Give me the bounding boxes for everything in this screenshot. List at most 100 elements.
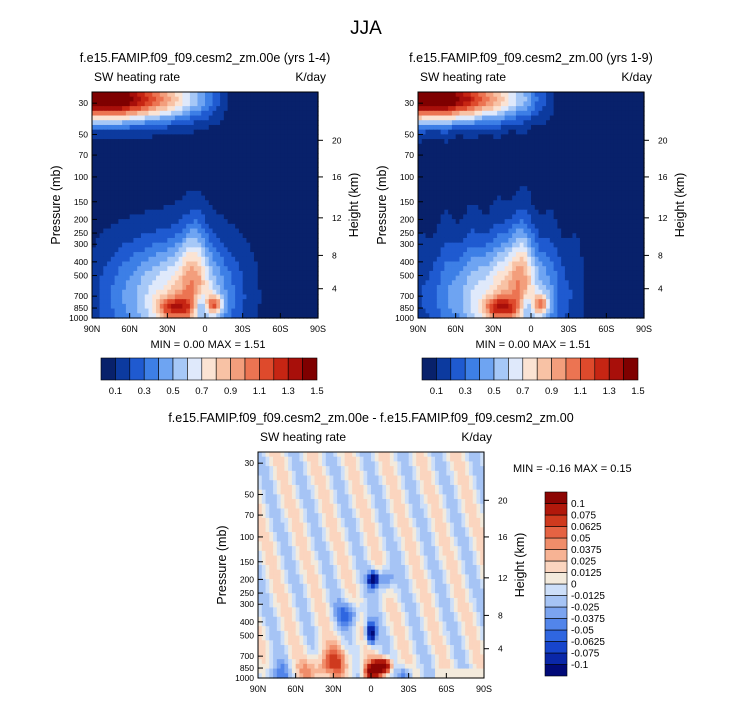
field-cell <box>223 285 229 291</box>
field-cell <box>425 92 430 98</box>
field-cell <box>482 209 487 216</box>
field-cell <box>189 92 195 98</box>
field-cell <box>640 120 645 126</box>
field-cell <box>280 280 285 286</box>
field-cell <box>220 266 225 272</box>
field-cell <box>572 162 577 168</box>
field-cell <box>284 129 289 135</box>
field-cell <box>235 190 240 197</box>
field-cell <box>197 289 202 296</box>
field-cell <box>95 303 101 310</box>
field-cell <box>500 247 506 253</box>
field-cell <box>167 186 172 192</box>
field-cell <box>92 228 97 234</box>
field-cell <box>238 157 244 164</box>
field-cell <box>152 124 157 131</box>
field-cell <box>133 110 138 117</box>
field-cell <box>466 129 472 135</box>
field-cell <box>632 96 638 103</box>
field-cell <box>455 106 461 112</box>
field-cell <box>314 148 319 154</box>
field-cell <box>197 233 202 239</box>
field-cell <box>451 186 457 192</box>
field-cell <box>122 167 127 173</box>
field-cell <box>572 96 577 103</box>
field-cell <box>523 92 528 98</box>
field-cell <box>466 219 472 225</box>
field-cell <box>306 237 312 244</box>
field-cell <box>429 134 434 140</box>
field-cell <box>444 209 449 216</box>
field-cell <box>418 96 423 103</box>
field-cell <box>474 205 479 211</box>
field-cell <box>557 162 562 168</box>
field-cell <box>314 124 319 131</box>
field-cell <box>152 162 157 168</box>
field-cell <box>197 181 202 187</box>
field-cell <box>129 153 135 159</box>
field-cell <box>133 242 138 248</box>
field-cell <box>235 101 240 107</box>
field-cell <box>280 214 285 220</box>
field-cell <box>482 233 487 239</box>
field-cell <box>205 285 210 291</box>
field-cell <box>201 266 206 272</box>
field-cell <box>269 143 274 150</box>
field-cell <box>242 153 248 159</box>
field-cell <box>602 195 607 201</box>
field-cell <box>557 200 562 206</box>
field-cell <box>276 219 281 225</box>
field-cell <box>640 106 645 112</box>
field-cell <box>197 237 202 244</box>
field-cell <box>508 190 513 197</box>
field-cell <box>557 167 562 173</box>
field-cell <box>613 167 619 173</box>
field-cell <box>212 308 217 314</box>
field-cell <box>246 299 251 305</box>
field-cell <box>133 148 138 154</box>
field-cell <box>508 200 513 206</box>
field-cell <box>174 110 180 117</box>
field-cell <box>174 256 180 263</box>
field-cell <box>310 181 315 187</box>
field-cell <box>493 237 498 244</box>
field-cell <box>250 143 255 150</box>
field-cell <box>156 237 161 244</box>
field-cell <box>299 176 304 183</box>
field-cell <box>227 181 232 187</box>
field-cell <box>564 162 570 168</box>
field-cell <box>205 280 210 286</box>
field-cell <box>440 92 445 98</box>
field-cell <box>235 252 240 258</box>
field-cell <box>302 252 308 258</box>
field-cell <box>625 129 630 135</box>
field-cell <box>591 214 596 220</box>
field-cell <box>257 120 263 126</box>
field-cell <box>561 157 566 164</box>
field-cell <box>223 101 229 107</box>
field-cell <box>114 167 119 173</box>
field-cell <box>140 200 146 206</box>
field-cell <box>178 96 183 103</box>
field-cell <box>189 200 195 206</box>
field-cell <box>238 299 244 305</box>
field-cell <box>640 242 645 248</box>
field-cell <box>107 124 112 131</box>
field-cell <box>110 200 116 206</box>
field-cell <box>310 157 315 164</box>
field-cell <box>269 270 274 277</box>
field-cell <box>598 110 604 117</box>
field-cell <box>242 115 248 121</box>
field-cell <box>140 205 146 211</box>
colorbar-swatch <box>230 357 246 381</box>
field-cell <box>444 157 449 164</box>
field-cell <box>197 275 202 281</box>
field-cell <box>591 233 596 239</box>
field-cell <box>246 162 251 168</box>
field-cell <box>205 120 210 126</box>
field-cell <box>137 294 142 300</box>
field-cell <box>238 181 244 187</box>
field-cell <box>591 200 596 206</box>
field-cell <box>118 129 123 135</box>
field-cell <box>440 124 445 131</box>
